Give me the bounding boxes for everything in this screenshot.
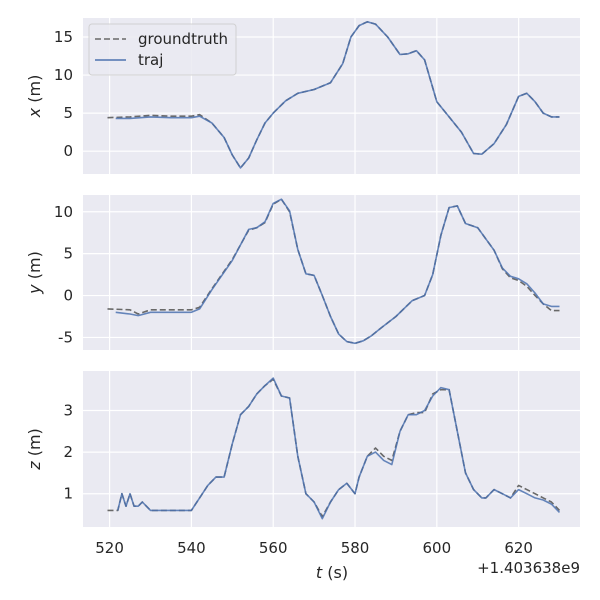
x-tick-label: 520: [95, 539, 124, 557]
y-axis-var: z: [25, 461, 44, 471]
x-axis-label: t (s): [316, 563, 348, 582]
y-tick-label: -5: [58, 328, 73, 346]
series-line-traj: [117, 377, 561, 520]
x-tick-label: 560: [259, 539, 288, 557]
x-offset-label: +1.403638e9: [477, 559, 580, 577]
y-axis-label-y: y (m): [25, 251, 44, 295]
y-tick-label: 2: [63, 443, 73, 461]
series-line-traj: [115, 20, 560, 169]
y-tick-label: 10: [54, 66, 73, 84]
legend-box: [88, 23, 237, 76]
y-tick-label: 1: [63, 485, 73, 503]
plot-area-y: [83, 195, 580, 350]
y-axis-unit: (m): [25, 251, 44, 284]
x-axis-var: t: [316, 563, 323, 582]
x-tick-label: 540: [177, 539, 206, 557]
y-axis-unit: (m): [25, 428, 44, 461]
y-tick-label: 15: [54, 28, 73, 46]
y-axis-var: x: [25, 107, 44, 118]
y-tick-label: 10: [54, 203, 73, 221]
x-tick-label: 620: [504, 539, 533, 557]
legend: groundtruth traj: [88, 23, 237, 76]
series-line-traj: [115, 198, 560, 345]
y-tick-label: 0: [63, 287, 73, 305]
subplot-x: 0 5 10 15 x (m) groundtruth traj: [25, 18, 580, 174]
legend-label-traj: traj: [138, 51, 163, 69]
y-axis-unit: (m): [25, 75, 44, 108]
y-axis-var: y: [25, 284, 44, 295]
x-axis-unit: (s): [322, 563, 348, 582]
y-tick-label: 0: [63, 142, 73, 160]
y-axis-label-x: x (m): [25, 75, 44, 119]
subplot-y: -5 0 5 10 y (m): [25, 195, 580, 350]
subplot-z: 1 2 3 z (m): [25, 371, 580, 527]
x-tick-label: 580: [341, 539, 370, 557]
legend-label-groundtruth: groundtruth: [138, 30, 228, 48]
y-tick-label: 3: [63, 402, 73, 420]
plot-area-z: [83, 371, 580, 527]
y-tick-label: 5: [63, 245, 73, 263]
y-tick-label: 5: [63, 104, 73, 122]
x-tick-label: 600: [423, 539, 452, 557]
y-axis-label-z: z (m): [25, 428, 44, 471]
